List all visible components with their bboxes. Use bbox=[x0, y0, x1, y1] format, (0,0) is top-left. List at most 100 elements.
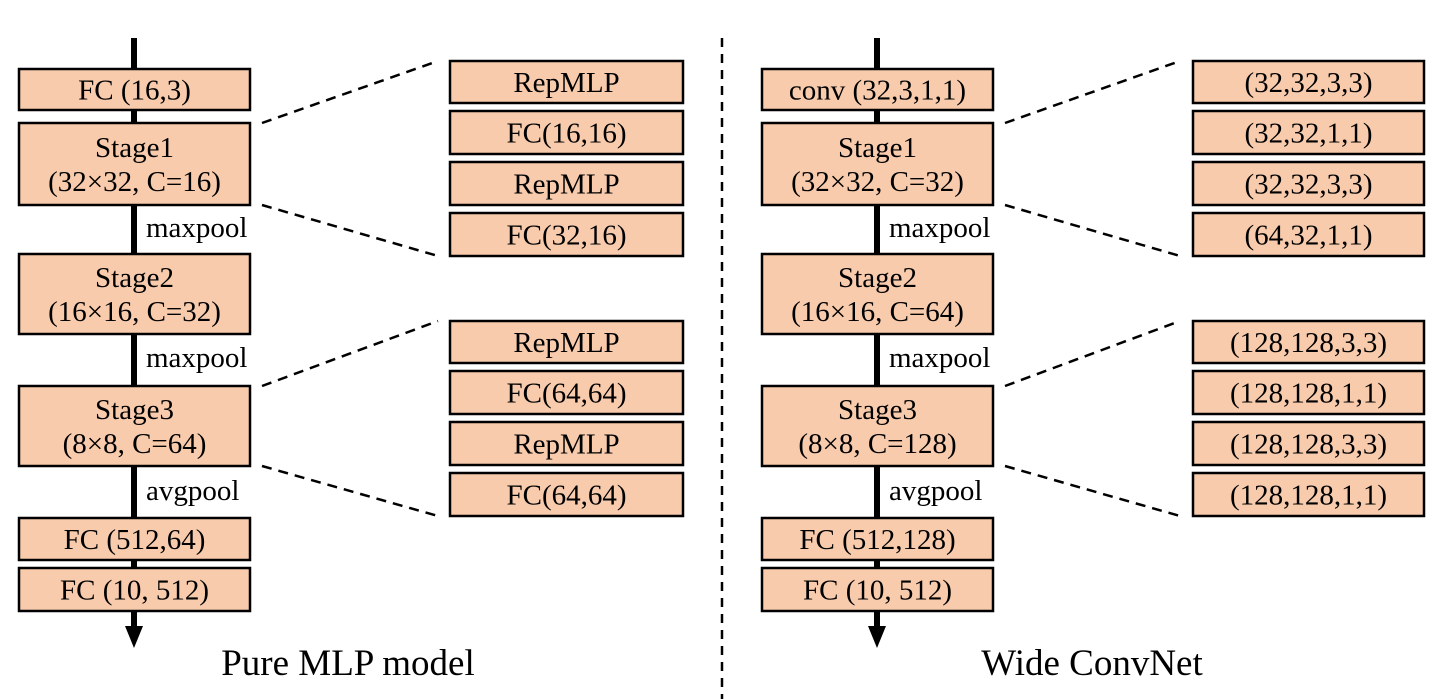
expansion-item: (32,32,3,3) bbox=[1191, 160, 1426, 207]
block-box bbox=[448, 59, 685, 105]
block-label: Stage1 bbox=[95, 132, 174, 164]
panel-caption: Wide ConvNet bbox=[981, 643, 1203, 684]
pool-label: avgpool bbox=[889, 475, 982, 507]
stage-expansion: RepMLP FC(64,64) RepMLP FC(64,64) bbox=[261, 319, 685, 518]
main-block: Stage3(8×8, C=128) bbox=[760, 384, 995, 468]
block-box bbox=[448, 471, 685, 518]
panel-caption: Pure MLP model bbox=[221, 643, 475, 684]
main-block: Stage1(32×32, C=32) bbox=[760, 121, 995, 207]
block-box bbox=[760, 121, 995, 207]
expansion-connector bbox=[261, 319, 439, 388]
expansion-label: RepMLP bbox=[513, 67, 619, 99]
block-box bbox=[17, 384, 252, 468]
block-label: FC (10, 512) bbox=[60, 575, 209, 607]
block-box bbox=[448, 420, 685, 467]
block-box bbox=[1191, 420, 1426, 467]
arrow-down-icon bbox=[868, 626, 886, 648]
expansion-item: RepMLP bbox=[448, 59, 685, 105]
pool-label: avgpool bbox=[146, 475, 239, 507]
block-label: conv (32,3,1,1) bbox=[789, 75, 966, 107]
block-label: Stage2 bbox=[838, 262, 917, 294]
expansion-label: (64,32,1,1) bbox=[1244, 220, 1372, 252]
block-box bbox=[1191, 471, 1426, 518]
block-label: (8×8, C=128) bbox=[798, 428, 956, 460]
block-box bbox=[1191, 109, 1426, 156]
block-box bbox=[448, 211, 685, 258]
block-box bbox=[448, 319, 685, 365]
block-box bbox=[1191, 369, 1426, 416]
main-block: conv (32,3,1,1) bbox=[760, 67, 995, 112]
expansion-item: FC(16,16) bbox=[448, 109, 685, 156]
pool-label: maxpool bbox=[146, 212, 248, 244]
main-block: FC (10, 512) bbox=[760, 566, 995, 613]
block-label: (16×16, C=64) bbox=[791, 296, 964, 328]
expansion-label: FC(32,16) bbox=[506, 220, 626, 252]
block-box bbox=[760, 252, 995, 336]
expansion-item: (32,32,3,3) bbox=[1191, 59, 1426, 105]
block-label: FC (512,128) bbox=[799, 524, 955, 556]
block-box bbox=[17, 67, 252, 112]
expansion-connector bbox=[261, 464, 439, 518]
block-box bbox=[1191, 59, 1426, 105]
pool-label: maxpool bbox=[889, 212, 991, 244]
expansion-connector bbox=[261, 59, 439, 125]
expansion-item: (128,128,3,3) bbox=[1191, 319, 1426, 365]
block-label: Stage2 bbox=[95, 262, 174, 294]
block-box bbox=[17, 516, 252, 562]
expansion-label: (128,128,3,3) bbox=[1230, 429, 1387, 461]
expansion-connector bbox=[1004, 203, 1181, 258]
expansion-connector bbox=[1004, 319, 1181, 388]
block-label: Stage1 bbox=[838, 132, 917, 164]
expansion-item: (64,32,1,1) bbox=[1191, 211, 1426, 258]
pool-label: maxpool bbox=[146, 342, 248, 374]
stage-expansion: (128,128,3,3) (128,128,1,1) (128,128,3,3) (… bbox=[1004, 319, 1426, 518]
expansion-label: RepMLP bbox=[513, 169, 619, 201]
block-box bbox=[1191, 211, 1426, 258]
expansion-item: FC(64,64) bbox=[448, 471, 685, 518]
expansion-label: (32,32,3,3) bbox=[1244, 169, 1372, 201]
main-block: Stage3(8×8, C=64) bbox=[17, 384, 252, 468]
expansion-label: (128,128,1,1) bbox=[1230, 378, 1387, 410]
expansion-item: FC(32,16) bbox=[448, 211, 685, 258]
arrow-down-icon bbox=[125, 626, 143, 648]
expansion-connector bbox=[1004, 59, 1181, 125]
expansion-label: RepMLP bbox=[513, 429, 619, 461]
expansion-item: RepMLP bbox=[448, 319, 685, 365]
main-block: FC (10, 512) bbox=[17, 566, 252, 613]
expansion-item: (32,32,1,1) bbox=[1191, 109, 1426, 156]
block-box bbox=[760, 516, 995, 562]
stage-expansion: (32,32,3,3) (32,32,1,1) (32,32,3,3) (64,32,… bbox=[1004, 59, 1426, 258]
expansion-label: (128,128,3,3) bbox=[1230, 327, 1387, 359]
expansion-item: FC(64,64) bbox=[448, 369, 685, 416]
pool-label: maxpool bbox=[889, 342, 991, 374]
expansion-label: (128,128,1,1) bbox=[1230, 480, 1387, 512]
expansion-item: (128,128,1,1) bbox=[1191, 471, 1426, 518]
main-block: Stage2(16×16, C=64) bbox=[760, 252, 995, 336]
main-block: FC (16,3) bbox=[17, 67, 252, 112]
expansion-label: (32,32,1,1) bbox=[1244, 118, 1372, 150]
expansion-item: RepMLP bbox=[448, 420, 685, 467]
block-label: (16×16, C=32) bbox=[48, 296, 221, 328]
block-label: Stage3 bbox=[838, 394, 917, 426]
expansion-label: FC(16,16) bbox=[506, 118, 626, 150]
block-box bbox=[17, 121, 252, 207]
stage-expansion: RepMLP FC(16,16) RepMLP FC(32,16) bbox=[261, 59, 685, 258]
block-label: FC (10, 512) bbox=[803, 575, 952, 607]
block-box bbox=[17, 566, 252, 613]
expansion-label: RepMLP bbox=[513, 327, 619, 359]
expansion-label: (32,32,3,3) bbox=[1244, 67, 1372, 99]
expansion-label: FC(64,64) bbox=[506, 480, 626, 512]
block-label: FC (16,3) bbox=[78, 75, 191, 107]
block-box bbox=[448, 109, 685, 156]
block-box bbox=[448, 160, 685, 207]
panel-pure-mlp: FC (16,3) Stage1(32×32, C=16) Stage2(16×16… bbox=[17, 38, 685, 684]
block-box bbox=[17, 252, 252, 336]
block-label: Stage3 bbox=[95, 394, 174, 426]
expansion-item: (128,128,3,3) bbox=[1191, 420, 1426, 467]
expansion-label: FC(64,64) bbox=[506, 378, 626, 410]
main-block: FC (512,64) bbox=[17, 516, 252, 562]
block-box bbox=[1191, 319, 1426, 365]
expansion-item: (128,128,1,1) bbox=[1191, 369, 1426, 416]
block-box bbox=[760, 67, 995, 112]
